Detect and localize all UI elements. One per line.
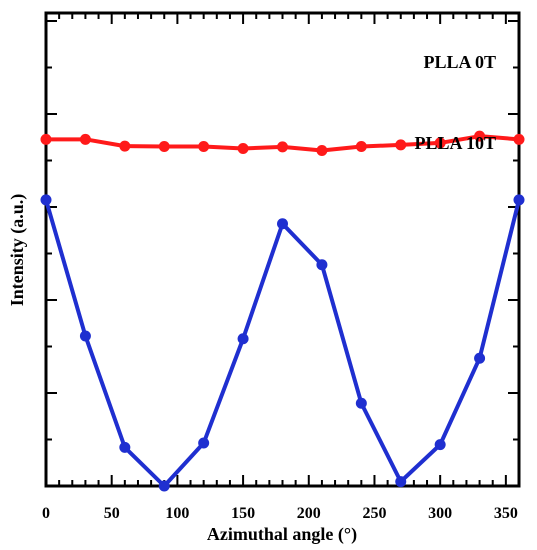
series-label-plla-10t: PLLA 10T xyxy=(414,133,496,153)
data-point xyxy=(119,140,131,152)
data-point xyxy=(198,141,210,153)
data-point xyxy=(355,141,367,153)
data-point xyxy=(474,352,486,364)
x-tick-label: 300 xyxy=(428,505,452,522)
data-point xyxy=(158,480,170,492)
data-point xyxy=(158,141,170,153)
x-tick-label: 350 xyxy=(494,505,518,522)
data-point xyxy=(119,441,131,453)
data-point xyxy=(513,133,525,145)
data-point xyxy=(395,139,407,151)
data-point xyxy=(316,144,328,156)
data-point xyxy=(277,141,288,153)
axis-ticks xyxy=(45,13,520,487)
data-point xyxy=(316,259,328,271)
data-point xyxy=(513,194,525,206)
data-point xyxy=(79,330,91,342)
x-tick-labels: 0 50 100 150 200 250 300 350 xyxy=(42,505,518,522)
data-point xyxy=(395,476,407,488)
data-point xyxy=(237,142,249,154)
x-axis-label: Azimuthal angle (°) xyxy=(207,524,357,545)
x-tick-label: 50 xyxy=(104,505,120,522)
data-point xyxy=(198,437,210,449)
y-axis-label: Intensity (a.u.) xyxy=(7,194,28,307)
data-point xyxy=(79,133,91,145)
data-point xyxy=(434,137,446,149)
x-tick-label: 250 xyxy=(362,505,386,522)
data-point xyxy=(237,333,249,345)
series-line-1 xyxy=(44,199,521,488)
data-point xyxy=(434,439,446,451)
data-point xyxy=(277,218,288,230)
plot-frame xyxy=(44,11,521,488)
data-point xyxy=(40,133,52,145)
x-tick-label: 150 xyxy=(231,505,255,522)
x-tick-label: 200 xyxy=(297,505,321,522)
series-layer xyxy=(40,130,525,492)
series-label-plla-0t: PLLA 0T xyxy=(423,52,496,72)
data-point xyxy=(474,130,486,142)
x-tick-label: 100 xyxy=(165,505,189,522)
data-point xyxy=(40,194,52,206)
x-tick-label: 0 xyxy=(42,505,50,522)
data-point xyxy=(355,397,367,409)
